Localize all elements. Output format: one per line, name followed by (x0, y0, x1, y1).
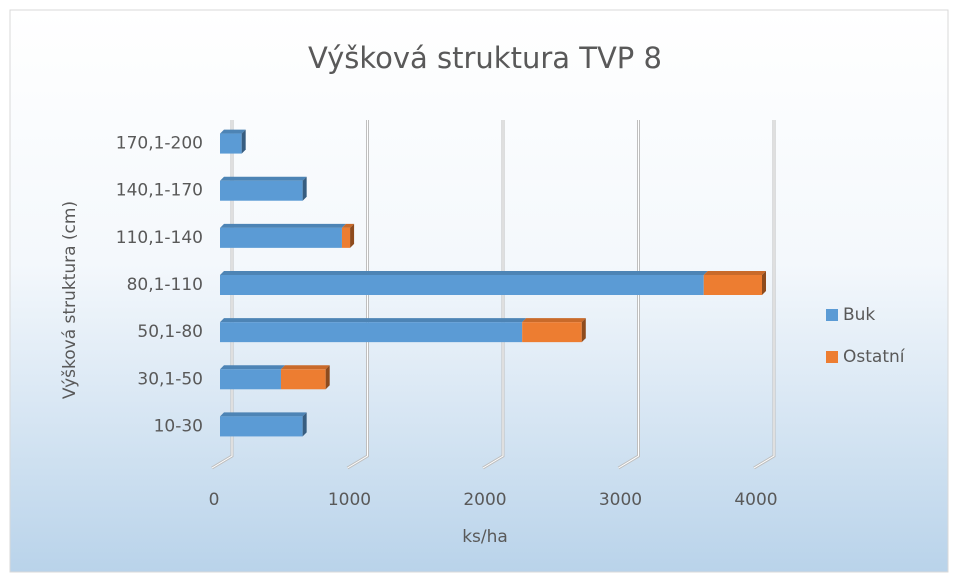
grid-line-inner (482, 120, 504, 469)
bar (703, 275, 762, 295)
bar (341, 227, 351, 248)
bar-top (220, 365, 285, 370)
bar-top (703, 271, 766, 275)
x-tick-label: 3000 (599, 490, 642, 510)
x-tick-label: 1000 (328, 490, 371, 510)
bar-side (302, 176, 307, 201)
bar (220, 275, 704, 295)
y-axis-title: Výšková struktura (cm) (60, 201, 80, 399)
y-tick-label: 170,1-200 (116, 134, 203, 154)
bar (220, 227, 342, 248)
x-tick-label: 2000 (463, 490, 506, 510)
bar-side (325, 365, 330, 390)
y-tick-label: 10-30 (154, 416, 203, 436)
bar-top (341, 223, 355, 228)
bar-side (302, 412, 307, 437)
bar-top (522, 318, 586, 323)
legend-swatch (826, 351, 838, 363)
bar-side (350, 223, 355, 248)
grid-line-inner (618, 120, 639, 469)
grid-line-inner (347, 120, 368, 469)
bar-top (220, 176, 307, 181)
legend-label: Buk (843, 305, 875, 325)
x-axis-title: ks/ha (462, 527, 508, 547)
bar (220, 369, 281, 390)
x-tick-label: 0 (209, 490, 220, 510)
legend-swatch (826, 309, 838, 321)
bar-top (220, 318, 527, 323)
bar-side (581, 318, 586, 343)
y-tick-label: 80,1-110 (127, 275, 203, 295)
chart-title: Výšková struktura TVP 8 (308, 41, 662, 75)
bar-top (220, 129, 246, 134)
bar-top (220, 412, 307, 417)
bar-top (280, 365, 330, 370)
bar (220, 133, 242, 154)
bar (220, 322, 523, 343)
y-tick-label: 30,1-50 (137, 369, 203, 389)
bar (522, 322, 582, 343)
bar-side (762, 271, 766, 295)
x-tick-label: 4000 (734, 490, 777, 510)
bar-top (220, 271, 708, 275)
y-tick-label: 140,1-170 (116, 181, 203, 201)
y-tick-label: 50,1-80 (137, 322, 203, 342)
bar-top (220, 223, 346, 228)
bar-side (241, 129, 246, 154)
bar (280, 369, 326, 390)
legend-label: Ostatní (843, 347, 906, 367)
y-tick-label: 110,1-140 (116, 228, 203, 248)
bar (220, 416, 303, 437)
bar (220, 180, 303, 201)
grid-line-inner (753, 120, 775, 469)
